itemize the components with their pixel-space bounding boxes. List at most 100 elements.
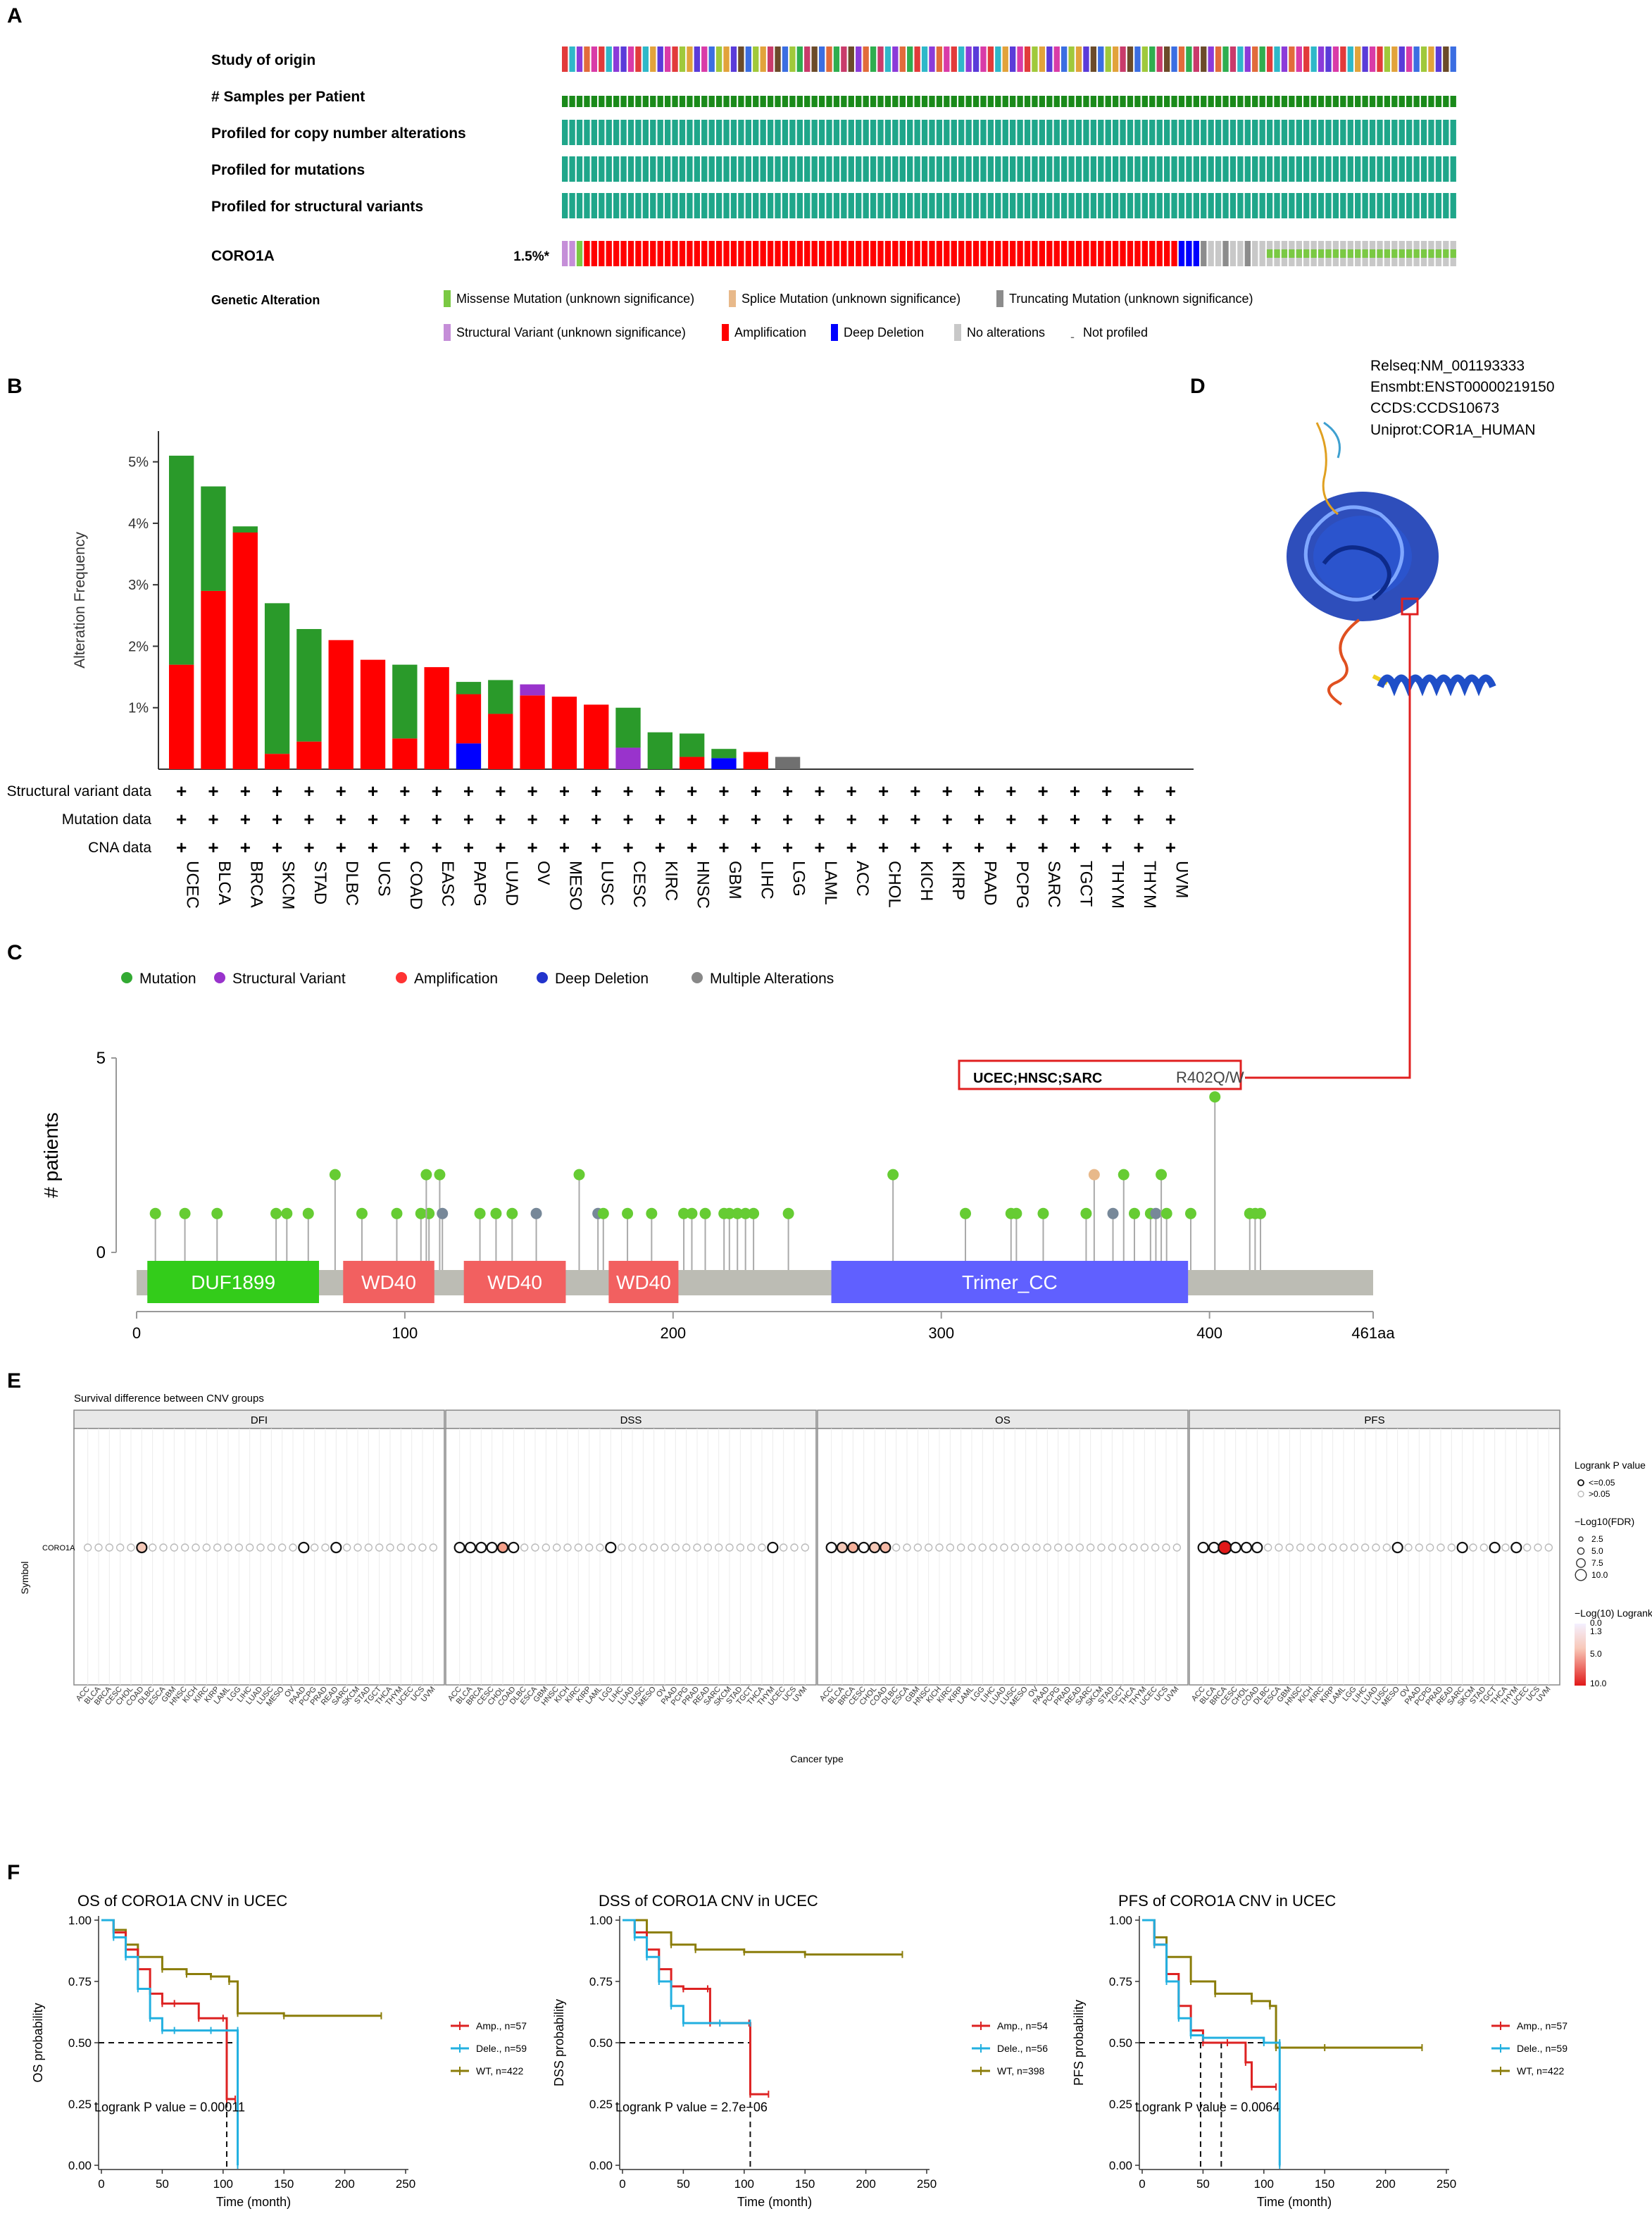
e-bubble: [1065, 1543, 1073, 1552]
study-cell: [884, 46, 891, 72]
c-lollipop-head: [506, 1207, 518, 1219]
e-bubble-significant: [1456, 1541, 1468, 1554]
mut-profiled-cell: [907, 156, 913, 182]
study-cell: [1105, 46, 1111, 72]
mut-profiled-cell: [782, 156, 789, 182]
e-legend-fdr-item: 2.5: [1591, 1534, 1603, 1544]
c-legend-label: Structural Variant: [232, 971, 346, 987]
sv-profiled-cell: [980, 193, 987, 218]
study-cell: [1112, 46, 1119, 72]
mut-profiled-cell: [1266, 156, 1273, 182]
e-bubble: [758, 1543, 766, 1552]
b-category-label: KIRP: [949, 861, 968, 900]
sv-profiled-cell: [1032, 193, 1038, 218]
coro1a-cell: [796, 241, 803, 266]
b-plus-mark: +: [463, 837, 474, 858]
study-cell: [841, 46, 847, 72]
mut-profiled-cell: [1134, 156, 1141, 182]
b-bar-amp: [743, 752, 768, 769]
cna-profiled-cell: [929, 120, 935, 145]
cna-profiled-cell: [1377, 120, 1383, 145]
e-bubble: [1522, 1543, 1532, 1552]
f-xtick-label: 100: [734, 2177, 754, 2191]
coro1a-cell: [1039, 241, 1046, 266]
oncoprint-legend: Missense Mutation (unknown significance)…: [444, 290, 1253, 344]
b-plus-mark: +: [846, 780, 857, 802]
e-bubble: [1263, 1543, 1272, 1552]
e-bubble: [1010, 1543, 1020, 1552]
e-bubble: [364, 1543, 373, 1552]
cna-profiled-cell: [987, 120, 994, 145]
sv-profiled-cell: [1053, 193, 1060, 218]
cna-profiled-cell: [1215, 120, 1222, 145]
c-lollipop-head: [1184, 1207, 1196, 1219]
b-plus-mark: +: [814, 809, 825, 830]
study-cell: [1303, 46, 1310, 72]
samples-cell: [599, 96, 605, 107]
study-cell: [1075, 46, 1082, 72]
b-category-label: MESO: [565, 861, 584, 911]
mut-profiled-cell: [1039, 156, 1046, 182]
mut-profiled-cell: [708, 156, 715, 182]
study-cell: [944, 46, 950, 72]
cna-profiled-cell: [1112, 120, 1119, 145]
cna-profiled-cell: [1046, 120, 1053, 145]
coro1a-cell: [767, 241, 774, 266]
c-legend-label: Mutation: [139, 971, 196, 987]
b-plus-mark: +: [814, 780, 825, 802]
sv-profiled-cell: [1163, 193, 1170, 218]
coro1a-missense-mark: [1377, 249, 1383, 258]
b-bar-del: [456, 743, 482, 769]
samples-cell: [613, 96, 620, 107]
cna-profiled-cell: [1201, 120, 1207, 145]
samples-cell: [1083, 96, 1089, 107]
b-bar-amp: [201, 590, 226, 769]
cna-profiled-cell: [613, 120, 620, 145]
e-bubble: [1339, 1543, 1348, 1552]
cna-profiled-cell: [1303, 120, 1310, 145]
coro1a-cell: [965, 241, 972, 266]
e-bubble: [83, 1543, 92, 1552]
sv-profiled-cell: [701, 193, 708, 218]
e-legend-p-dot: [1577, 1479, 1584, 1486]
b-plus-mark: +: [272, 780, 282, 802]
samples-cell: [715, 96, 722, 107]
sv-profiled-cell: [730, 193, 737, 218]
coro1a-missense-mark: [1310, 249, 1317, 258]
e-bubble: [1043, 1543, 1052, 1552]
e-bubble: [202, 1543, 211, 1552]
cna-profiled-cell: [995, 120, 1001, 145]
coro1a-cell: [620, 241, 627, 266]
e-row-label: CORO1A: [42, 1544, 75, 1552]
f-xtick-label: 0: [1139, 2177, 1145, 2191]
samples-cell: [708, 96, 715, 107]
samples-cell: [1237, 96, 1244, 107]
sv-profiled-cell: [738, 193, 744, 218]
study-cell: [1222, 46, 1229, 72]
f-ytick-label: 0.75: [589, 1975, 613, 1988]
study-cell: [591, 46, 598, 72]
b-plus-mark: +: [1006, 780, 1016, 802]
b-plus-mark: +: [591, 837, 601, 858]
e-legend-fdr-dot: [1575, 1569, 1587, 1581]
sv-profiled-cell: [1010, 193, 1016, 218]
cna-profiled-cell: [1266, 120, 1273, 145]
mut-profiled-cell: [1420, 156, 1427, 182]
samples-cell: [1266, 96, 1273, 107]
sv-profiled-cell: [789, 193, 796, 218]
study-cell: [972, 46, 980, 72]
samples-cell: [672, 96, 678, 107]
cna-profiled-cell: [1252, 120, 1258, 145]
mut-profiled-cell: [856, 156, 862, 182]
sv-profiled-cell: [1274, 193, 1280, 218]
sv-profiled-cell: [929, 193, 935, 218]
b-bar-amp: [520, 695, 545, 769]
b-plus-mark: +: [368, 837, 378, 858]
b-plus-mark: +: [1165, 837, 1176, 858]
f-legend-label: Dele., n=59: [476, 2043, 527, 2054]
coro1a-cell: [1244, 241, 1251, 266]
coro1a-cell: [701, 241, 708, 266]
samples-cell: [650, 96, 656, 107]
e-bubble: [1285, 1543, 1294, 1552]
e-bubble-significant: [453, 1541, 465, 1554]
